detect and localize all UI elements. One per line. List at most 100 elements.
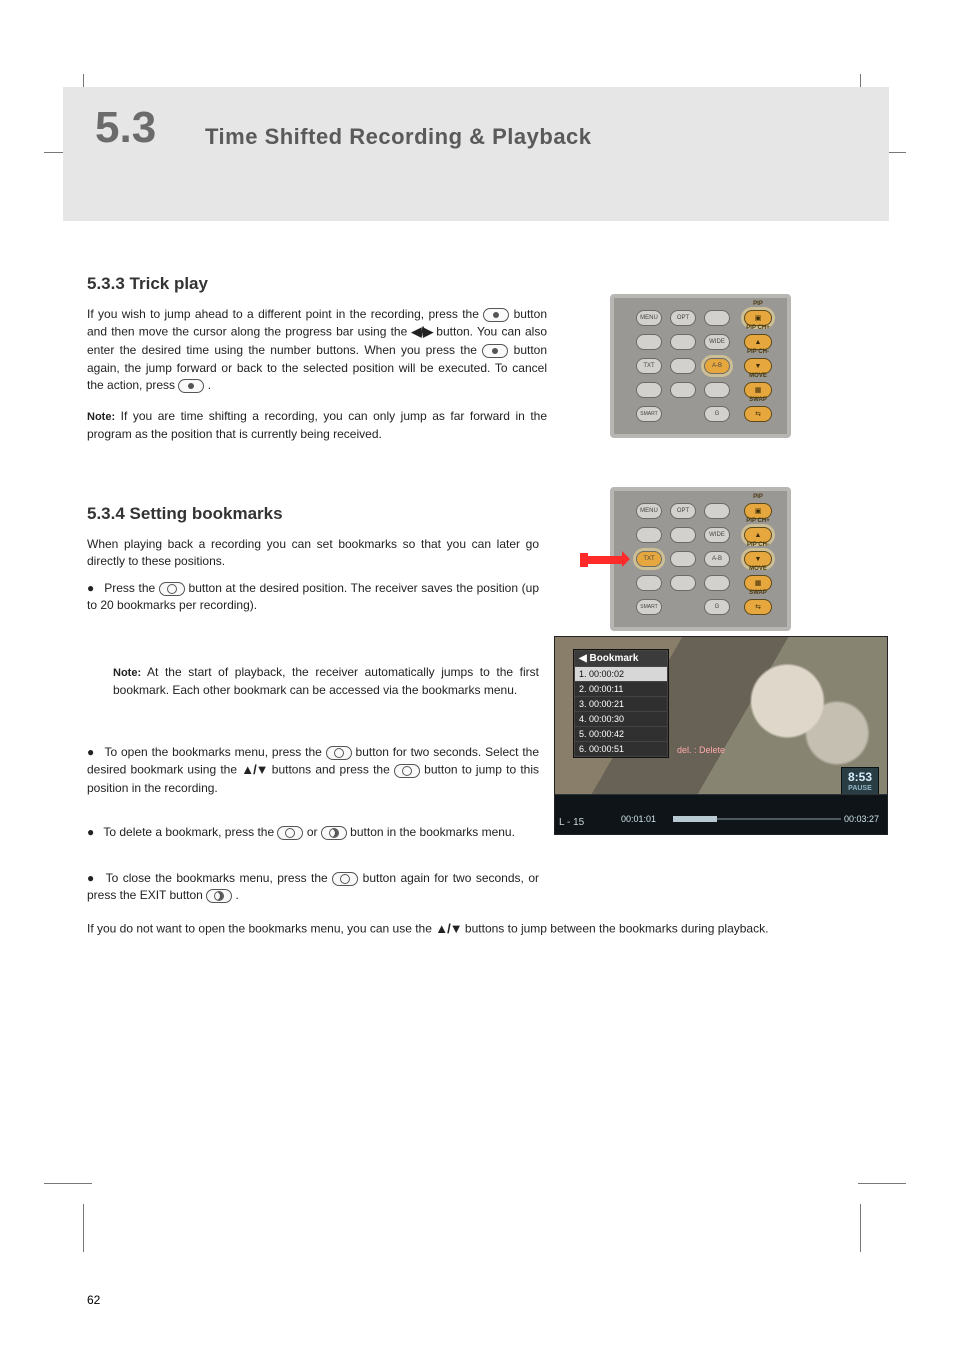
progress-bar bbox=[673, 818, 841, 820]
remote-button bbox=[704, 382, 730, 398]
remote-button bbox=[636, 382, 662, 398]
trick-play-text: If you wish to jump ahead to a different… bbox=[87, 306, 547, 394]
remote-side-button: ▼ bbox=[744, 358, 772, 374]
side-label: MOVE bbox=[744, 373, 772, 379]
text: To delete a bookmark, press the bbox=[103, 825, 277, 839]
callout-arrowhead-icon bbox=[622, 551, 638, 567]
remote-side-button: ⇆ bbox=[744, 599, 772, 615]
text: buttons and press the bbox=[272, 763, 394, 777]
remote-button bbox=[704, 503, 730, 519]
remote-button bbox=[670, 358, 696, 374]
note-text: If you are time shifting a recording, yo… bbox=[87, 409, 547, 441]
bookmarks-note: Note: At the start of playback, the rece… bbox=[113, 664, 539, 699]
bullet: ● bbox=[87, 825, 94, 839]
remote-button bbox=[670, 551, 696, 567]
crop-mark bbox=[44, 1183, 92, 1184]
clock-sub: PAUSE bbox=[848, 785, 872, 792]
remote-side-button: ▼ bbox=[744, 551, 772, 567]
exit-button-icon bbox=[206, 889, 232, 903]
side-label: PIP CH+ bbox=[744, 518, 772, 524]
remote-button bbox=[670, 382, 696, 398]
remote-side-button: ▦ bbox=[744, 575, 772, 591]
channel-label: L - 15 bbox=[559, 817, 584, 828]
button-icon bbox=[326, 746, 352, 760]
side-label: PIP CH- bbox=[744, 542, 772, 548]
text: To open the bookmarks menu, press the bbox=[104, 745, 325, 759]
side-label: SWAP bbox=[744, 590, 772, 596]
side-label: PIP CH+ bbox=[744, 325, 772, 331]
button-icon bbox=[159, 582, 185, 596]
remote-control-image: MENU OPT PIP ▣ WIDE PIP CH+ ▲ TXT A-B PI… bbox=[610, 487, 791, 631]
side-label: PIP CH- bbox=[744, 349, 772, 355]
bookmark-menu-screenshot: ◀ Bookmark 1. 00:00:02 2. 00:00:11 3. 00… bbox=[554, 636, 888, 835]
remote-button bbox=[704, 310, 730, 326]
side-label: PIP bbox=[744, 301, 772, 307]
bookmark-item: 5. 00:00:42 bbox=[575, 726, 667, 741]
bookmark-item: 6. 00:00:51 bbox=[575, 741, 667, 756]
remote-button: SMART bbox=[636, 406, 662, 422]
remote-button bbox=[704, 575, 730, 591]
callout-arrow-icon bbox=[588, 556, 626, 564]
remote-ab-button: A-B bbox=[704, 358, 730, 374]
remote-button bbox=[670, 575, 696, 591]
button-icon bbox=[332, 872, 358, 886]
text: Press the bbox=[104, 581, 159, 595]
bookmarks-jump-text: If you do not want to open the bookmarks… bbox=[87, 920, 887, 939]
chapter-title: Time Shifted Recording & Playback bbox=[205, 124, 592, 150]
chapter-header-band bbox=[63, 87, 889, 221]
clock-time: 8:53 bbox=[848, 770, 872, 784]
side-label: SWAP bbox=[744, 397, 772, 403]
remote-button: A-B bbox=[704, 551, 730, 567]
remote-button: TXT bbox=[636, 358, 662, 374]
chapter-number: 5.3 bbox=[95, 103, 156, 153]
text: or bbox=[307, 825, 321, 839]
crop-mark bbox=[83, 1204, 84, 1252]
remote-button: WIDE bbox=[704, 334, 730, 350]
bookmarks-step-3: ● To delete a bookmark, press the or but… bbox=[87, 824, 539, 841]
bookmarks-step-1: ● Press the button at the desired positi… bbox=[87, 580, 539, 615]
bookmarks-step-4: ● To close the bookmarks menu, press the… bbox=[87, 870, 539, 905]
section-title-trick-play: 5.3.3 Trick play bbox=[87, 274, 208, 294]
page-number: 62 bbox=[87, 1293, 100, 1307]
remote-side-button: ▲ bbox=[744, 334, 772, 350]
button-icon bbox=[277, 826, 303, 840]
time-current: 00:01:01 bbox=[621, 814, 656, 824]
remote-button bbox=[670, 527, 696, 543]
bookmark-item: 3. 00:00:21 bbox=[575, 696, 667, 711]
remote-side-button: ▣ bbox=[744, 503, 772, 519]
bookmark-item: 2. 00:00:11 bbox=[575, 681, 667, 696]
bookmark-menu: ◀ Bookmark 1. 00:00:02 2. 00:00:11 3. 00… bbox=[573, 649, 669, 758]
text: To close the bookmarks menu, press the bbox=[106, 871, 333, 885]
section-title-bookmarks: 5.3.4 Setting bookmarks bbox=[87, 504, 283, 524]
text: . bbox=[236, 888, 239, 902]
remote-button: MENU bbox=[636, 310, 662, 326]
bullet: ● bbox=[87, 745, 95, 759]
button-icon bbox=[178, 379, 204, 393]
up-down-arrows-icon: ▲/▼ bbox=[241, 761, 267, 780]
side-label: MOVE bbox=[744, 566, 772, 572]
remote-button: OPT bbox=[670, 503, 696, 519]
button-icon bbox=[321, 826, 347, 840]
text: If you wish to jump ahead to a different… bbox=[87, 307, 483, 321]
bookmarks-intro: When playing back a recording you can se… bbox=[87, 536, 539, 571]
bullet: ● bbox=[87, 871, 95, 885]
left-right-arrows-icon: ◀/▶ bbox=[411, 323, 432, 342]
text: buttons to jump between the bookmarks du… bbox=[465, 922, 769, 936]
bookmark-item: 4. 00:00:30 bbox=[575, 711, 667, 726]
button-icon bbox=[482, 344, 508, 358]
side-label: PIP bbox=[744, 494, 772, 500]
bullet: ● bbox=[87, 581, 95, 595]
osd-clock: 8:53 PAUSE bbox=[841, 767, 879, 796]
note-label: Note: bbox=[113, 667, 141, 679]
trick-play-note: Note: If you are time shifting a recordi… bbox=[87, 408, 547, 443]
remote-button: MENU bbox=[636, 503, 662, 519]
remote-button: SMART bbox=[636, 599, 662, 615]
button-icon bbox=[394, 764, 420, 778]
remote-button bbox=[636, 527, 662, 543]
remote-button: OPT bbox=[670, 310, 696, 326]
text: If you do not want to open the bookmarks… bbox=[87, 922, 435, 936]
bookmark-menu-title: ◀ Bookmark bbox=[575, 651, 667, 666]
note-label: Note: bbox=[87, 411, 115, 423]
remote-txt-button: TXT bbox=[636, 551, 662, 567]
remote-button: G bbox=[704, 406, 730, 422]
